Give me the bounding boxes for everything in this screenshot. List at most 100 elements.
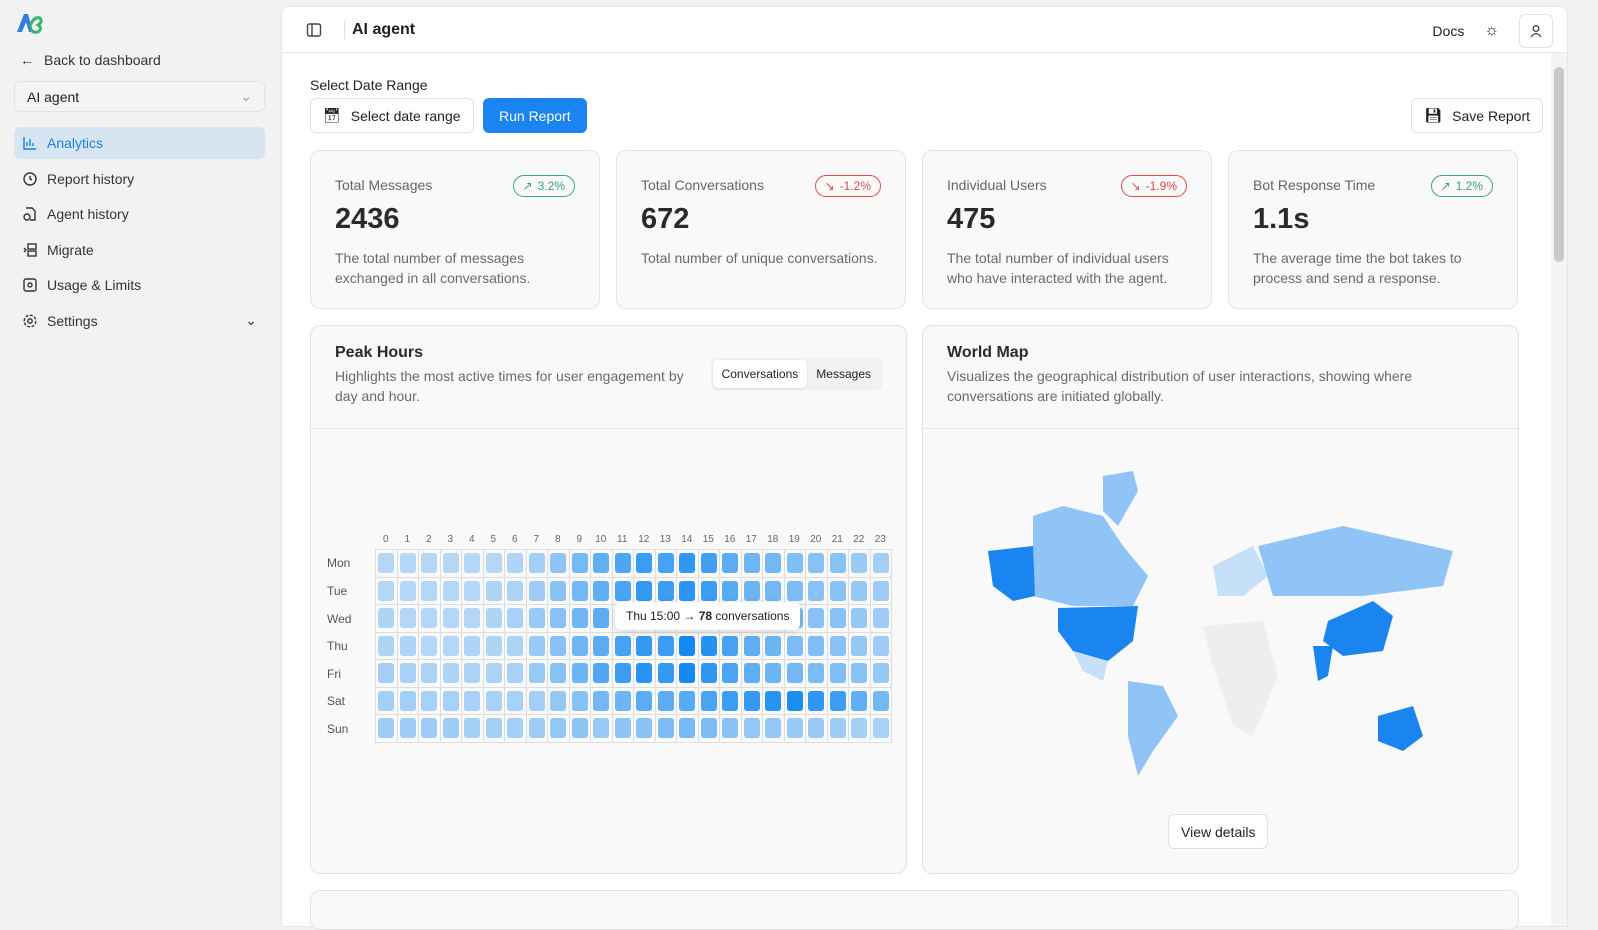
heatmap-cell[interactable] (483, 577, 505, 605)
heatmap-cell[interactable] (591, 550, 613, 578)
heatmap-cell[interactable] (505, 577, 527, 605)
heatmap-cell[interactable] (376, 660, 398, 688)
heatmap-cell[interactable] (870, 715, 892, 743)
heatmap-cell[interactable] (806, 605, 828, 633)
heatmap-cell[interactable] (526, 715, 548, 743)
heatmap-cell[interactable] (548, 550, 570, 578)
heatmap-cell[interactable] (827, 632, 849, 660)
heatmap-cell[interactable] (548, 687, 570, 715)
heatmap-cell[interactable] (419, 687, 441, 715)
heatmap-cell[interactable] (462, 687, 484, 715)
heatmap-cell[interactable] (440, 715, 462, 743)
heatmap-cell[interactable] (612, 550, 634, 578)
heatmap-cell[interactable] (569, 632, 591, 660)
heatmap-cell[interactable] (376, 550, 398, 578)
heatmap-cell[interactable] (806, 687, 828, 715)
heatmap-cell[interactable] (462, 715, 484, 743)
heatmap-cell[interactable] (806, 632, 828, 660)
heatmap-cell[interactable] (591, 687, 613, 715)
heatmap-cell[interactable] (505, 605, 527, 633)
heatmap-cell[interactable] (677, 550, 699, 578)
heatmap-cell[interactable] (634, 632, 656, 660)
heatmap-cell[interactable] (612, 632, 634, 660)
heatmap-cell[interactable] (677, 577, 699, 605)
tab-messages[interactable]: Messages (816, 367, 871, 381)
heatmap-cell[interactable] (526, 577, 548, 605)
heatmap-cell[interactable] (784, 632, 806, 660)
heatmap-cell[interactable] (483, 660, 505, 688)
heatmap-cell[interactable] (806, 550, 828, 578)
heatmap-cell[interactable] (634, 550, 656, 578)
heatmap-cell[interactable] (376, 632, 398, 660)
heatmap-cell[interactable] (827, 577, 849, 605)
heatmap-cell[interactable] (849, 577, 871, 605)
heatmap-cell[interactable] (849, 660, 871, 688)
heatmap-cell[interactable] (462, 632, 484, 660)
heatmap-cell[interactable] (612, 687, 634, 715)
heatmap-cell[interactable] (849, 605, 871, 633)
sidebar-item-agent-history[interactable]: Agent history (14, 198, 265, 230)
heatmap-cell[interactable] (677, 632, 699, 660)
heatmap-cell[interactable] (720, 632, 742, 660)
heatmap-cell[interactable] (677, 715, 699, 743)
heatmap-cell[interactable] (827, 660, 849, 688)
heatmap-cell[interactable] (591, 715, 613, 743)
heatmap-cell[interactable] (397, 660, 419, 688)
sidebar-item-report-history[interactable]: Report history (14, 163, 265, 195)
heatmap-cell[interactable] (763, 550, 785, 578)
heatmap-cell[interactable] (763, 577, 785, 605)
heatmap-cell[interactable] (741, 577, 763, 605)
heatmap-cell[interactable] (763, 632, 785, 660)
theme-toggle-icon[interactable]: ☼ (1484, 22, 1499, 39)
heatmap-cell[interactable] (591, 577, 613, 605)
heatmap-cell[interactable] (655, 550, 677, 578)
heatmap-cell[interactable] (376, 687, 398, 715)
heatmap-cell[interactable] (741, 632, 763, 660)
heatmap-cell[interactable] (784, 550, 806, 578)
sidebar-item-settings[interactable]: Settings ⌄ (14, 305, 265, 337)
heatmap-cell[interactable] (440, 605, 462, 633)
heatmap-cell[interactable] (827, 605, 849, 633)
heatmap-cell[interactable] (397, 605, 419, 633)
heatmap-cell[interactable] (806, 577, 828, 605)
heatmap-cell[interactable] (655, 687, 677, 715)
heatmap-cell[interactable] (698, 715, 720, 743)
heatmap-cell[interactable] (397, 550, 419, 578)
heatmap-cell[interactable] (849, 687, 871, 715)
date-range-button[interactable]: 📅︎ Select date range (310, 98, 474, 133)
heatmap-cell[interactable] (569, 715, 591, 743)
save-report-button[interactable]: 💾︎ Save Report (1411, 98, 1543, 133)
heatmap-cell[interactable] (655, 715, 677, 743)
heatmap-cell[interactable] (741, 660, 763, 688)
heatmap-cell[interactable] (849, 550, 871, 578)
scrollbar[interactable] (1551, 53, 1567, 926)
heatmap-cell[interactable] (569, 687, 591, 715)
heatmap-cell[interactable] (419, 715, 441, 743)
heatmap-cell[interactable] (784, 577, 806, 605)
heatmap-cell[interactable] (419, 550, 441, 578)
sidebar-toggle-icon[interactable] (306, 22, 322, 38)
heatmap-cell[interactable] (526, 605, 548, 633)
heatmap-cell[interactable] (440, 687, 462, 715)
heatmap-cell[interactable] (720, 687, 742, 715)
heatmap-cell[interactable] (698, 550, 720, 578)
heatmap-cell[interactable] (870, 660, 892, 688)
heatmap-cell[interactable] (655, 660, 677, 688)
heatmap-cell[interactable] (397, 577, 419, 605)
heatmap-cell[interactable] (655, 577, 677, 605)
heatmap-cell[interactable] (526, 550, 548, 578)
heatmap-cell[interactable] (849, 715, 871, 743)
heatmap-cell[interactable] (397, 715, 419, 743)
heatmap-cell[interactable] (462, 550, 484, 578)
heatmap-cell[interactable] (440, 550, 462, 578)
heatmap-cell[interactable] (827, 550, 849, 578)
heatmap-cell[interactable] (462, 660, 484, 688)
heatmap-cell[interactable] (612, 577, 634, 605)
heatmap-cell[interactable] (483, 550, 505, 578)
heatmap-cell[interactable] (655, 632, 677, 660)
heatmap-cell[interactable] (483, 715, 505, 743)
heatmap-cell[interactable] (505, 632, 527, 660)
heatmap-cell[interactable] (634, 687, 656, 715)
heatmap-cell[interactable] (440, 632, 462, 660)
back-to-dashboard-link[interactable]: ← Back to dashboard (20, 52, 161, 68)
